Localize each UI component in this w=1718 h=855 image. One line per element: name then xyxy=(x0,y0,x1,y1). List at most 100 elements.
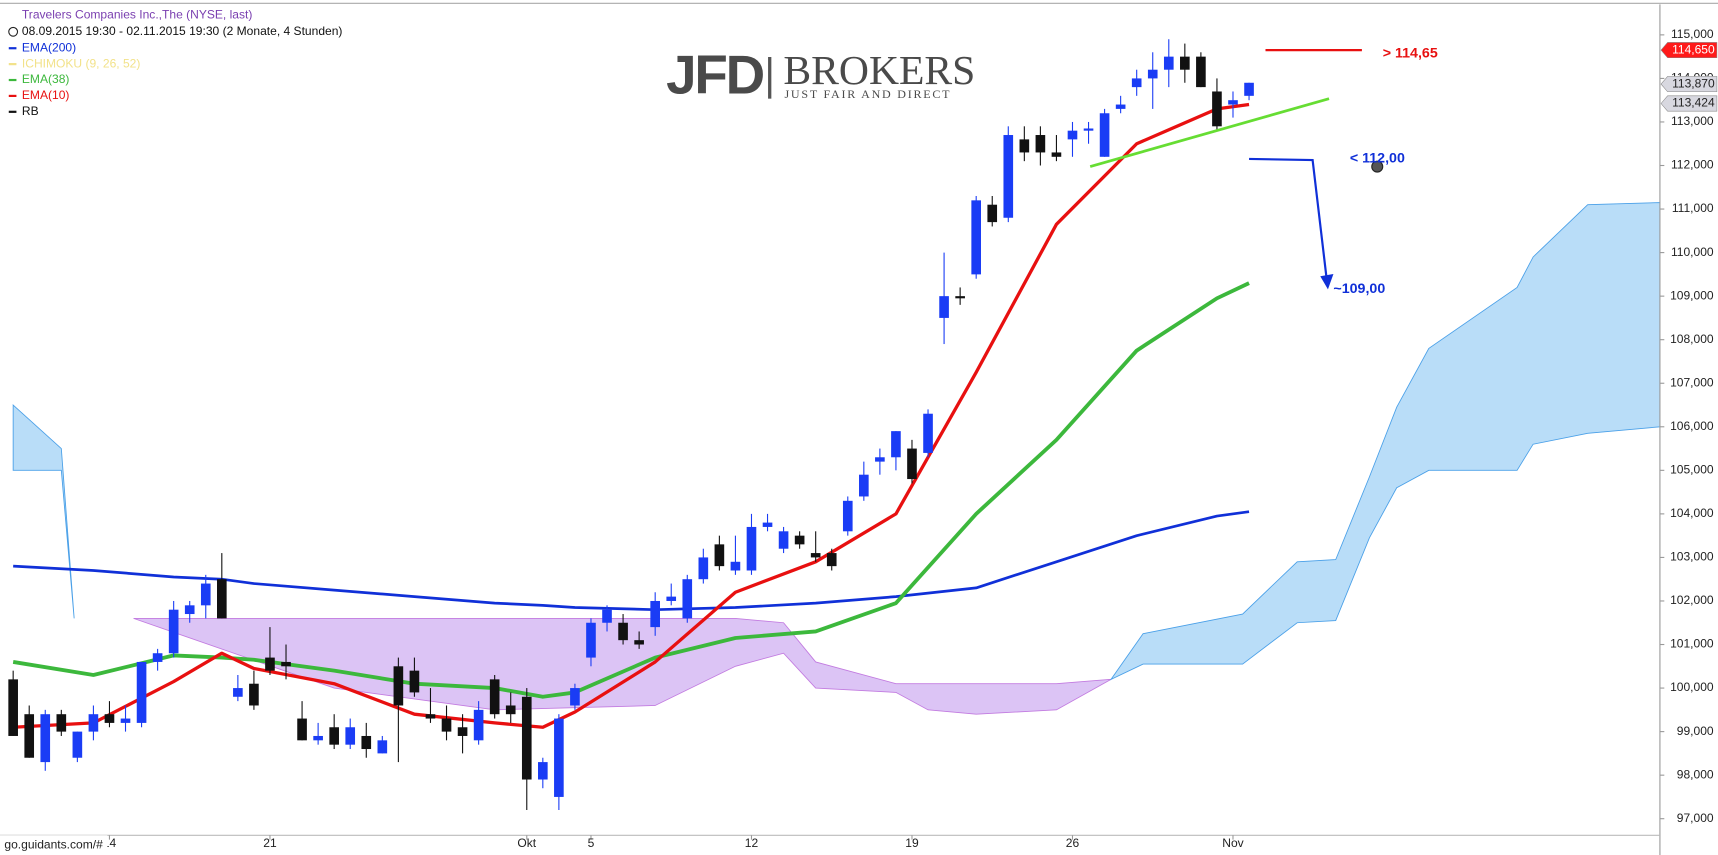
candle-body xyxy=(842,500,853,532)
candle-body xyxy=(1019,139,1030,153)
legend-label: EMA(10) xyxy=(22,88,70,102)
cloud-area xyxy=(12,404,75,619)
candle-body xyxy=(24,714,35,758)
candle-body xyxy=(505,705,516,715)
y-tick-label: 102,000 xyxy=(1670,593,1714,607)
candle-body xyxy=(1131,78,1142,88)
x-tick-label: 5 xyxy=(588,836,595,850)
candle-body xyxy=(746,526,757,571)
candle-body xyxy=(554,718,564,797)
ema-line xyxy=(13,102,1250,729)
x-tick-label: 26 xyxy=(1066,836,1080,850)
price-badge xyxy=(1660,76,1718,93)
candle-body xyxy=(1244,82,1254,96)
y-tick-label: 97,000 xyxy=(1677,811,1714,825)
x-tick-label: 12 xyxy=(745,836,759,850)
candle-body xyxy=(682,579,693,619)
legend-label: EMA(38) xyxy=(22,72,70,86)
candle-body xyxy=(1212,91,1222,127)
price-badge-label: 113,424 xyxy=(1672,96,1715,110)
logo: JFD BROKERS JUST FAIR AND DIRECT xyxy=(666,43,975,105)
candle-body xyxy=(602,609,612,623)
candle-body xyxy=(971,200,981,275)
y-tick-label: 101,000 xyxy=(1670,637,1714,651)
y-tick-label: 98,000 xyxy=(1677,767,1714,781)
candle-body xyxy=(120,718,131,723)
x-tick-label: Okt xyxy=(517,836,536,850)
candle-body xyxy=(538,762,548,780)
logo-brand: JFD xyxy=(666,43,764,105)
candle-body xyxy=(570,688,580,706)
candle-body xyxy=(698,557,709,580)
logo-name: BROKERS xyxy=(783,48,975,94)
candle-body xyxy=(634,640,644,645)
candle-body xyxy=(457,727,468,736)
candle-body xyxy=(473,709,484,741)
annotation: ~109,00 xyxy=(1333,281,1385,297)
candle-body xyxy=(586,622,596,658)
candle-body xyxy=(730,561,741,571)
candle-body xyxy=(441,718,452,732)
candle-body xyxy=(778,531,789,549)
crosshair-icon xyxy=(1371,160,1384,173)
y-tick-label: 100,000 xyxy=(1670,680,1714,694)
y-tick-label: 104,000 xyxy=(1670,506,1714,520)
candle-body xyxy=(1067,130,1078,140)
y-tick-label: 99,000 xyxy=(1677,724,1714,738)
candle-body xyxy=(425,714,436,719)
candle-body xyxy=(939,296,949,318)
legend-label: EMA(200) xyxy=(22,40,76,54)
candle-body xyxy=(184,605,195,615)
y-tick-label: 115,000 xyxy=(1671,27,1714,41)
scenario-arrow xyxy=(1249,157,1328,281)
candle-body xyxy=(217,579,227,619)
candle-body xyxy=(104,714,115,723)
candle-body xyxy=(393,666,404,706)
x-tick-label: Nov xyxy=(1222,836,1243,850)
candle-body xyxy=(891,431,901,458)
candle-body xyxy=(168,609,179,654)
arrow-head xyxy=(1320,274,1334,290)
candle-body xyxy=(152,653,163,662)
candle-body xyxy=(714,544,725,567)
candle-body xyxy=(40,714,51,763)
candle-body xyxy=(72,731,83,758)
candle-body xyxy=(1180,56,1190,70)
y-tick-label: 107,000 xyxy=(1670,375,1714,389)
chart-subtitle: 08.09.2015 19:30 - 02.11.2015 19:30 (2 M… xyxy=(22,24,343,38)
candle-body xyxy=(762,522,773,527)
logo-tagline: JUST FAIR AND DIRECT xyxy=(784,87,951,101)
candle-body xyxy=(1051,152,1062,157)
candle-body xyxy=(233,688,243,697)
candle-body xyxy=(297,718,307,741)
candle-body xyxy=(1163,56,1174,70)
candle-body xyxy=(1003,135,1014,218)
footer-background xyxy=(0,835,108,855)
candle-body xyxy=(875,457,885,462)
candle-body xyxy=(361,735,372,750)
price-badge-label: 113,870 xyxy=(1672,76,1715,90)
candle-body xyxy=(56,714,67,732)
candle-body xyxy=(1228,100,1238,105)
candle-body xyxy=(987,204,998,223)
candle-body xyxy=(1147,69,1158,79)
candle-body xyxy=(521,696,532,780)
candle-body xyxy=(329,727,339,745)
y-tick-label: 111,000 xyxy=(1672,201,1714,215)
candle-body xyxy=(265,657,275,671)
plot xyxy=(8,39,1661,810)
candle-body xyxy=(1115,104,1126,109)
x-tick-label: 19 xyxy=(905,836,919,850)
annotation: < 112,00 xyxy=(1350,151,1405,167)
candle-body xyxy=(88,714,99,732)
candle-body xyxy=(955,296,965,299)
candle-body xyxy=(409,670,420,693)
candle-body xyxy=(136,661,147,723)
y-tick-label: 113,000 xyxy=(1671,114,1714,128)
candle-body xyxy=(281,661,291,667)
candle-body xyxy=(200,583,211,606)
candle-body xyxy=(345,727,356,745)
candle-body xyxy=(859,474,869,497)
